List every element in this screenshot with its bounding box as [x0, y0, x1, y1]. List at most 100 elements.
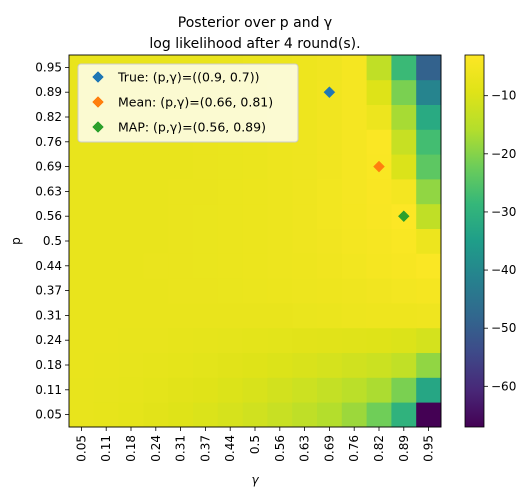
heatmap-cell — [366, 79, 392, 105]
heatmap-cell — [69, 253, 95, 279]
heatmap-cell — [341, 104, 367, 130]
marker-mean — [373, 160, 385, 173]
heatmap-cell — [341, 228, 367, 254]
heatmap-cell — [143, 327, 169, 353]
heatmap-cell — [118, 278, 144, 304]
heatmap-cell — [366, 278, 392, 304]
heatmap-cell — [292, 179, 318, 205]
heatmap-cell — [267, 154, 293, 180]
heatmap-cell — [341, 203, 367, 229]
legend-label: True: (p,γ)=((0.9, 0.7)) — [117, 70, 259, 85]
y-tick-label: 0.18 — [35, 358, 62, 372]
heatmap-cell — [69, 327, 95, 353]
colorbar-tick-label: −50 — [491, 321, 516, 335]
colorbar-tick-label: −40 — [491, 263, 516, 277]
x-axis-label: γ — [251, 473, 259, 487]
heatmap-cell — [168, 253, 194, 279]
heatmap-cell — [69, 203, 95, 229]
heatmap-cell — [193, 402, 219, 428]
heatmap-cell — [391, 129, 417, 155]
heatmap-cell — [416, 55, 442, 81]
x-tick-label: 0.76 — [347, 435, 361, 462]
colorbar-tick-label: −10 — [491, 89, 516, 103]
heatmap-cell — [93, 352, 119, 378]
heatmap-cell — [93, 228, 119, 254]
heatmap-cell — [317, 129, 343, 155]
heatmap-cell — [193, 253, 219, 279]
heatmap-cell — [317, 228, 343, 254]
x-tick-label: 0.95 — [422, 435, 436, 462]
heatmap-cell — [118, 402, 144, 428]
heatmap-cell — [193, 278, 219, 304]
x-tick-label: 0.82 — [372, 435, 386, 462]
x-tick-label: 0.56 — [273, 435, 287, 462]
heatmap-cell — [242, 278, 268, 304]
heatmap-cell — [416, 79, 442, 105]
heatmap-cell — [242, 203, 268, 229]
heatmap-cell — [168, 278, 194, 304]
colorbar-tick-label: −30 — [491, 205, 516, 219]
heatmap-cell — [366, 203, 392, 229]
heatmap-cell — [267, 303, 293, 329]
heatmap-cell — [341, 79, 367, 105]
heatmap-cell — [217, 154, 243, 180]
marker-true — [323, 86, 336, 99]
y-tick-label: 0.89 — [35, 85, 62, 99]
heatmap-cell — [317, 55, 343, 81]
heatmap-cell — [242, 352, 268, 378]
heatmap-cell — [317, 278, 343, 304]
x-tick-label: 0.37 — [198, 435, 212, 462]
heatmap-cell — [69, 179, 95, 205]
heatmap-cell — [292, 352, 318, 378]
heatmap-cell — [267, 278, 293, 304]
y-tick-label: 0.69 — [35, 160, 62, 174]
heatmap-cell — [143, 179, 169, 205]
heatmap-cell — [242, 253, 268, 279]
marker-layer — [323, 86, 410, 223]
heatmap-cell — [416, 377, 442, 403]
heatmap-cell — [366, 253, 392, 279]
heatmap-cell — [143, 303, 169, 329]
heatmap-cell — [416, 129, 442, 155]
heatmap-cell — [143, 253, 169, 279]
heatmap-cell — [193, 352, 219, 378]
y-tick-label: 0.5 — [43, 234, 62, 248]
heatmap-cell — [292, 154, 318, 180]
heatmap-cell — [341, 327, 367, 353]
heatmap-cell — [292, 253, 318, 279]
heatmap-cell — [416, 327, 442, 353]
heatmap-cell — [267, 253, 293, 279]
heatmap-cell — [391, 352, 417, 378]
heatmap-cell — [366, 402, 392, 428]
y-tick-label: 0.56 — [35, 209, 62, 223]
heatmap-cell — [93, 253, 119, 279]
heatmap-cell — [366, 352, 392, 378]
heatmap-cell — [391, 278, 417, 304]
heatmap-cell — [391, 55, 417, 81]
heatmap-cell — [416, 402, 442, 428]
x-tick-label: 0.69 — [322, 435, 336, 462]
x-tick-label: 0.89 — [397, 435, 411, 462]
y-tick-label: 0.63 — [35, 184, 62, 198]
heatmap-cell — [69, 303, 95, 329]
legend-label: Mean: (p,γ)=(0.66, 0.81) — [118, 95, 273, 110]
heatmap-cell — [341, 253, 367, 279]
heatmap-cell — [317, 154, 343, 180]
heatmap-cell — [168, 203, 194, 229]
legend-label: MAP: (p,γ)=(0.56, 0.89) — [118, 120, 266, 135]
heatmap-cell — [168, 303, 194, 329]
heatmap-cell — [118, 154, 144, 180]
heatmap-cell — [292, 303, 318, 329]
heatmap-cell — [317, 327, 343, 353]
heatmap-cell — [317, 179, 343, 205]
heatmap-cell — [292, 203, 318, 229]
heatmap-cell — [193, 203, 219, 229]
heatmap-cell — [69, 377, 95, 403]
heatmap-cell — [69, 278, 95, 304]
heatmap-cell — [69, 402, 95, 428]
y-tick-label: 0.24 — [35, 333, 62, 347]
heatmap-cell — [217, 303, 243, 329]
heatmap-cell — [391, 104, 417, 130]
heatmap-cell — [416, 104, 442, 130]
